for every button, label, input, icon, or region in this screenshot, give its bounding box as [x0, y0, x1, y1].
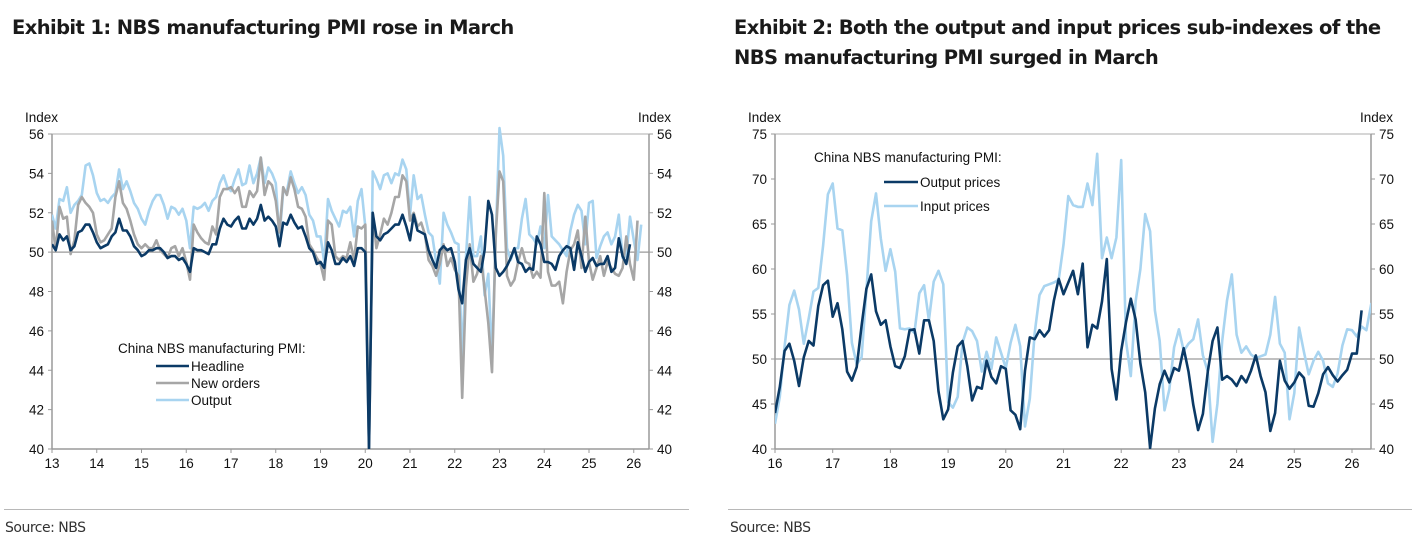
series-line-new-orders	[52, 156, 639, 449]
exhibit-title: Exhibit 1: NBS manufacturing PMI rose in…	[12, 16, 514, 39]
x-tick-label: 21	[402, 456, 417, 471]
y-tick-label-right: 54	[657, 166, 673, 181]
y-tick-label-right: 44	[657, 363, 673, 378]
pmi-line-chart: Index Index 40 40 42 42 44 44 46 46 48 48 50 50 52 52 54…	[25, 110, 673, 471]
y-tick-label-right: 60	[1379, 262, 1394, 277]
x-tick-label: 13	[44, 456, 59, 471]
y-tick-label-right: 42	[657, 403, 672, 418]
y-tick-label-right: 52	[657, 206, 672, 221]
legend-title: China NBS manufacturing PMI:	[118, 341, 306, 356]
x-tick-label: 26	[626, 456, 641, 471]
x-tick-label: 21	[1056, 456, 1071, 471]
x-tick-label: 25	[581, 456, 596, 471]
y-tick-label-left: 56	[29, 127, 44, 142]
y-axis-label-left: Index	[25, 110, 58, 125]
y-tick-label-left: 75	[752, 127, 767, 142]
source-note: Source: NBS	[730, 520, 811, 536]
y-tick-label-right: 46	[657, 324, 672, 339]
x-tick-label: 22	[447, 456, 462, 471]
y-tick-label-right: 50	[1379, 352, 1394, 367]
x-tick-label: 23	[492, 456, 507, 471]
y-tick-label-right: 40	[1379, 442, 1394, 457]
prices-line-chart: Index Index 40 40 45 45 50 50 55 55 60 60 65 65 70 70 75…	[748, 110, 1394, 471]
y-tick-label-left: 60	[752, 262, 767, 277]
y-tick-label-left: 50	[752, 352, 767, 367]
series-line-output-prices	[775, 257, 1363, 449]
exhibit-2: Exhibit 2: Both the output and input pri…	[706, 0, 1412, 541]
y-tick-label-left: 45	[752, 397, 767, 412]
y-tick-label-right: 70	[1379, 172, 1394, 187]
y-tick-label-right: 75	[1379, 127, 1394, 142]
y-tick-label-left: 52	[29, 206, 44, 221]
y-tick-label-left: 50	[29, 245, 44, 260]
y-tick-label-left: 40	[752, 442, 767, 457]
x-tick-label: 20	[998, 456, 1013, 471]
y-axis-label-right: Index	[1360, 110, 1393, 125]
y-tick-label-left: 42	[29, 403, 44, 418]
y-tick-label-right: 50	[657, 245, 672, 260]
legend-label-output-prices: Output prices	[920, 175, 1001, 190]
x-tick-label: 16	[179, 456, 194, 471]
x-tick-label: 18	[268, 456, 283, 471]
x-tick-label: 25	[1287, 456, 1302, 471]
y-tick-label-right: 56	[657, 127, 672, 142]
y-tick-label-right: 55	[1379, 307, 1394, 322]
x-tick-label: 17	[825, 456, 840, 471]
source-note: Source: NBS	[5, 520, 86, 536]
x-tick-label: 14	[89, 456, 105, 471]
x-tick-label: 20	[358, 456, 373, 471]
x-tick-label: 26	[1344, 456, 1359, 471]
y-tick-label-right: 48	[657, 285, 672, 300]
x-tick-label: 15	[134, 456, 149, 471]
source-divider	[4, 509, 689, 510]
y-tick-label-left: 46	[29, 324, 44, 339]
legend-title: China NBS manufacturing PMI:	[814, 150, 1002, 165]
source-divider	[728, 509, 1412, 510]
y-tick-label-right: 45	[1379, 397, 1394, 412]
series-line-headline	[52, 199, 632, 449]
x-tick-label: 16	[767, 456, 782, 471]
legend-label-new-orders: New orders	[191, 376, 260, 391]
exhibit-title: Exhibit 2: Both the output and input pri…	[734, 16, 1381, 69]
y-tick-label-left: 44	[29, 363, 45, 378]
y-tick-label-left: 40	[29, 442, 44, 457]
series-line-input-prices	[775, 152, 1371, 444]
legend-label-output: Output	[191, 393, 232, 408]
legend-label-headline: Headline	[191, 359, 244, 374]
y-axis-label-right: Index	[638, 110, 671, 125]
x-tick-label: 24	[537, 456, 553, 471]
y-tick-label-left: 70	[752, 172, 767, 187]
series-line-output	[52, 126, 643, 449]
x-tick-label: 17	[223, 456, 238, 471]
y-tick-label-right: 40	[657, 442, 672, 457]
x-tick-label: 22	[1114, 456, 1129, 471]
y-tick-label-left: 65	[752, 217, 767, 232]
x-tick-label: 18	[883, 456, 898, 471]
y-tick-label-right: 65	[1379, 217, 1394, 232]
y-tick-label-left: 54	[29, 166, 45, 181]
x-tick-label: 19	[313, 456, 328, 471]
x-tick-label: 24	[1229, 456, 1245, 471]
exhibit-1: Exhibit 1: NBS manufacturing PMI rose in…	[4, 16, 689, 536]
x-tick-label: 19	[941, 456, 956, 471]
y-axis-label-left: Index	[748, 110, 781, 125]
y-tick-label-left: 55	[752, 307, 767, 322]
y-tick-label-left: 48	[29, 285, 44, 300]
x-tick-label: 23	[1171, 456, 1186, 471]
legend-label-input-prices: Input prices	[920, 199, 990, 214]
